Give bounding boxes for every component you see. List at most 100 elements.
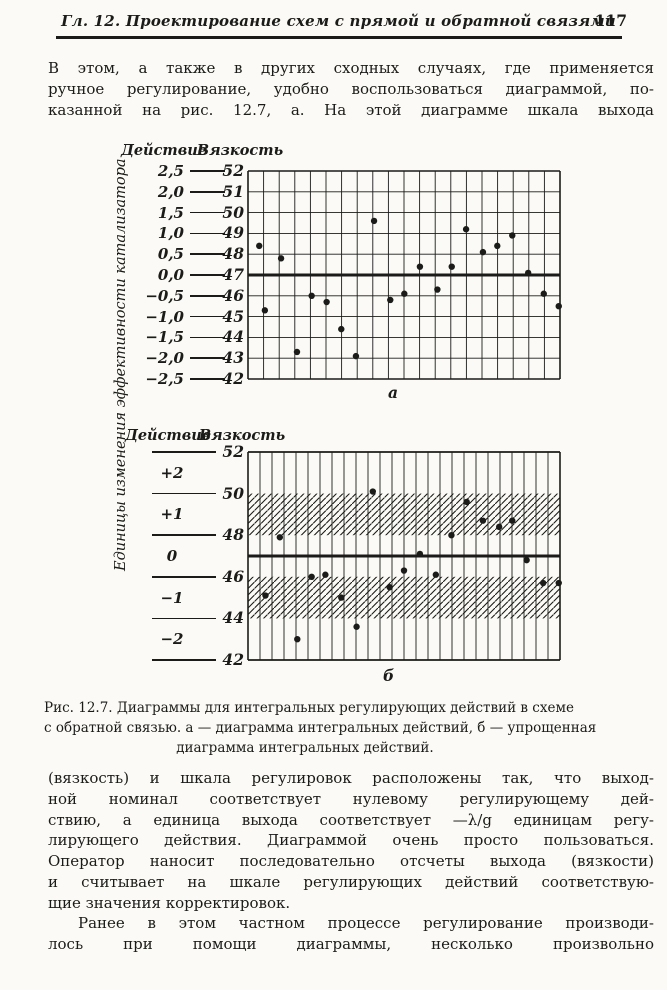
text-line: ствию, а единица выхода соответствует —λ… — [48, 810, 654, 829]
viscosity-tick-line — [190, 336, 225, 339]
viscosity-tick-line — [152, 576, 216, 578]
data-point — [524, 269, 532, 277]
paragraph-3: Ранее в этом частном процессе регулирова… — [48, 913, 654, 955]
viscosity-tick-line — [190, 357, 225, 359]
figure-y-axis-label: Единицы изменения эффективности катализа… — [113, 158, 129, 571]
data-point — [462, 226, 470, 233]
viscosity-tick-line — [152, 659, 216, 661]
viscosity-tick-label: 52 — [222, 161, 244, 180]
action-tick-label: −2 — [160, 630, 184, 649]
text-line: Оператор наносит последовательно отсчеты… — [48, 852, 654, 871]
action-tick-label: 0,0 — [157, 266, 184, 284]
data-point — [387, 296, 394, 304]
viscosity-tick-label: 52 — [222, 442, 244, 461]
page-number: 117 — [594, 11, 627, 30]
data-point — [276, 534, 284, 541]
data-point — [353, 623, 360, 630]
action-tick-label: 0 — [166, 547, 178, 565]
action-tick-label: 0,5 — [157, 245, 184, 264]
chart-a-plot — [247, 170, 562, 380]
action-tick-label: +2 — [160, 463, 184, 482]
viscosity-tick-line — [190, 170, 225, 172]
action-tick-label: 2,5 — [157, 162, 184, 180]
data-point — [539, 579, 547, 587]
data-point — [432, 571, 440, 578]
viscosity-tick-label: 45 — [222, 306, 244, 326]
data-point — [416, 263, 424, 270]
text-line: В этом, а также в других сходных случаях… — [48, 59, 654, 77]
data-point — [277, 255, 285, 262]
data-point — [401, 290, 408, 297]
viscosity-tick-line — [190, 191, 225, 193]
paragraph-1: В этом, а также в других сходных случаях… — [48, 58, 654, 120]
data-point — [448, 532, 455, 539]
chart-a-viscosity-header: Вязкость — [196, 142, 284, 159]
viscosity-tick-label: 42 — [222, 369, 244, 388]
data-point — [540, 290, 547, 297]
chapter-header: Гл. 12. Проектирование схем с прямой и о… — [61, 12, 616, 30]
data-point — [256, 242, 263, 250]
text-line: лирующего действия. Диаграммой очень про… — [48, 831, 654, 850]
data-point — [523, 556, 530, 564]
viscosity-tick-line — [190, 378, 225, 380]
data-point — [323, 298, 330, 306]
data-point — [369, 488, 376, 495]
viscosity-tick-line — [152, 534, 216, 536]
chart-a-sublabel: а — [388, 383, 399, 402]
viscosity-tick-line — [190, 274, 225, 276]
chart-b-action-header: Действие — [124, 427, 212, 444]
text-line: казанной на рис. 12.7, а. На этой диагра… — [48, 100, 654, 119]
chart-b-viscosity-header: Вязкость — [198, 427, 286, 444]
viscosity-tick-line — [190, 315, 225, 318]
data-point — [555, 303, 562, 310]
data-point — [370, 217, 378, 225]
action-tick-label: −1,5 — [145, 328, 184, 347]
data-point — [479, 248, 487, 256]
data-point — [352, 352, 360, 360]
viscosity-tick-label: 50 — [222, 202, 244, 222]
figure-caption: Рис. 12.7. Диаграммы для интегральных ре… — [44, 699, 596, 758]
data-point — [338, 594, 345, 601]
data-point — [308, 573, 315, 580]
data-point — [494, 242, 501, 250]
viscosity-tick-label: 49 — [222, 223, 244, 243]
header-rule — [56, 36, 622, 39]
viscosity-tick-label: 44 — [222, 327, 244, 347]
chart-b-sublabel: б — [383, 666, 395, 685]
viscosity-tick-label: 48 — [222, 525, 244, 545]
text-line: щие значения корректировок. — [48, 893, 291, 912]
data-point — [322, 571, 329, 578]
data-point — [261, 307, 269, 314]
data-point — [479, 517, 487, 524]
action-tick-label: −0,5 — [145, 286, 184, 305]
viscosity-tick-line — [152, 617, 216, 620]
action-tick-label: −2,0 — [145, 349, 184, 368]
data-point — [463, 498, 470, 506]
text-line: лось при помощи диаграммы, несколько про… — [48, 934, 654, 953]
action-tick-label: +1 — [160, 505, 184, 524]
viscosity-tick-line — [190, 232, 225, 235]
viscosity-tick-line — [152, 492, 216, 495]
viscosity-tick-label: 46 — [222, 566, 244, 586]
data-point — [448, 263, 455, 270]
action-tick-label: −2,5 — [145, 370, 184, 388]
viscosity-tick-line — [190, 295, 225, 297]
data-point — [308, 292, 315, 299]
action-tick-label: 2,0 — [157, 182, 184, 201]
action-tick-label: −1,0 — [145, 307, 184, 326]
viscosity-tick-line — [152, 451, 216, 453]
data-point — [386, 584, 393, 591]
action-tick-label: 1,0 — [157, 224, 184, 243]
data-point — [509, 517, 516, 524]
data-point — [495, 523, 503, 531]
caption-line: диаграмма интегральных действий. — [176, 739, 434, 756]
data-point — [262, 592, 269, 599]
viscosity-tick-label: 48 — [222, 244, 244, 264]
viscosity-tick-line — [190, 211, 225, 214]
text-line: Ранее в этом частном процессе регулирова… — [78, 914, 654, 932]
data-point — [293, 348, 301, 356]
viscosity-tick-label: 47 — [222, 265, 244, 284]
data-point — [400, 567, 408, 574]
action-tick-label: −1 — [160, 588, 184, 607]
